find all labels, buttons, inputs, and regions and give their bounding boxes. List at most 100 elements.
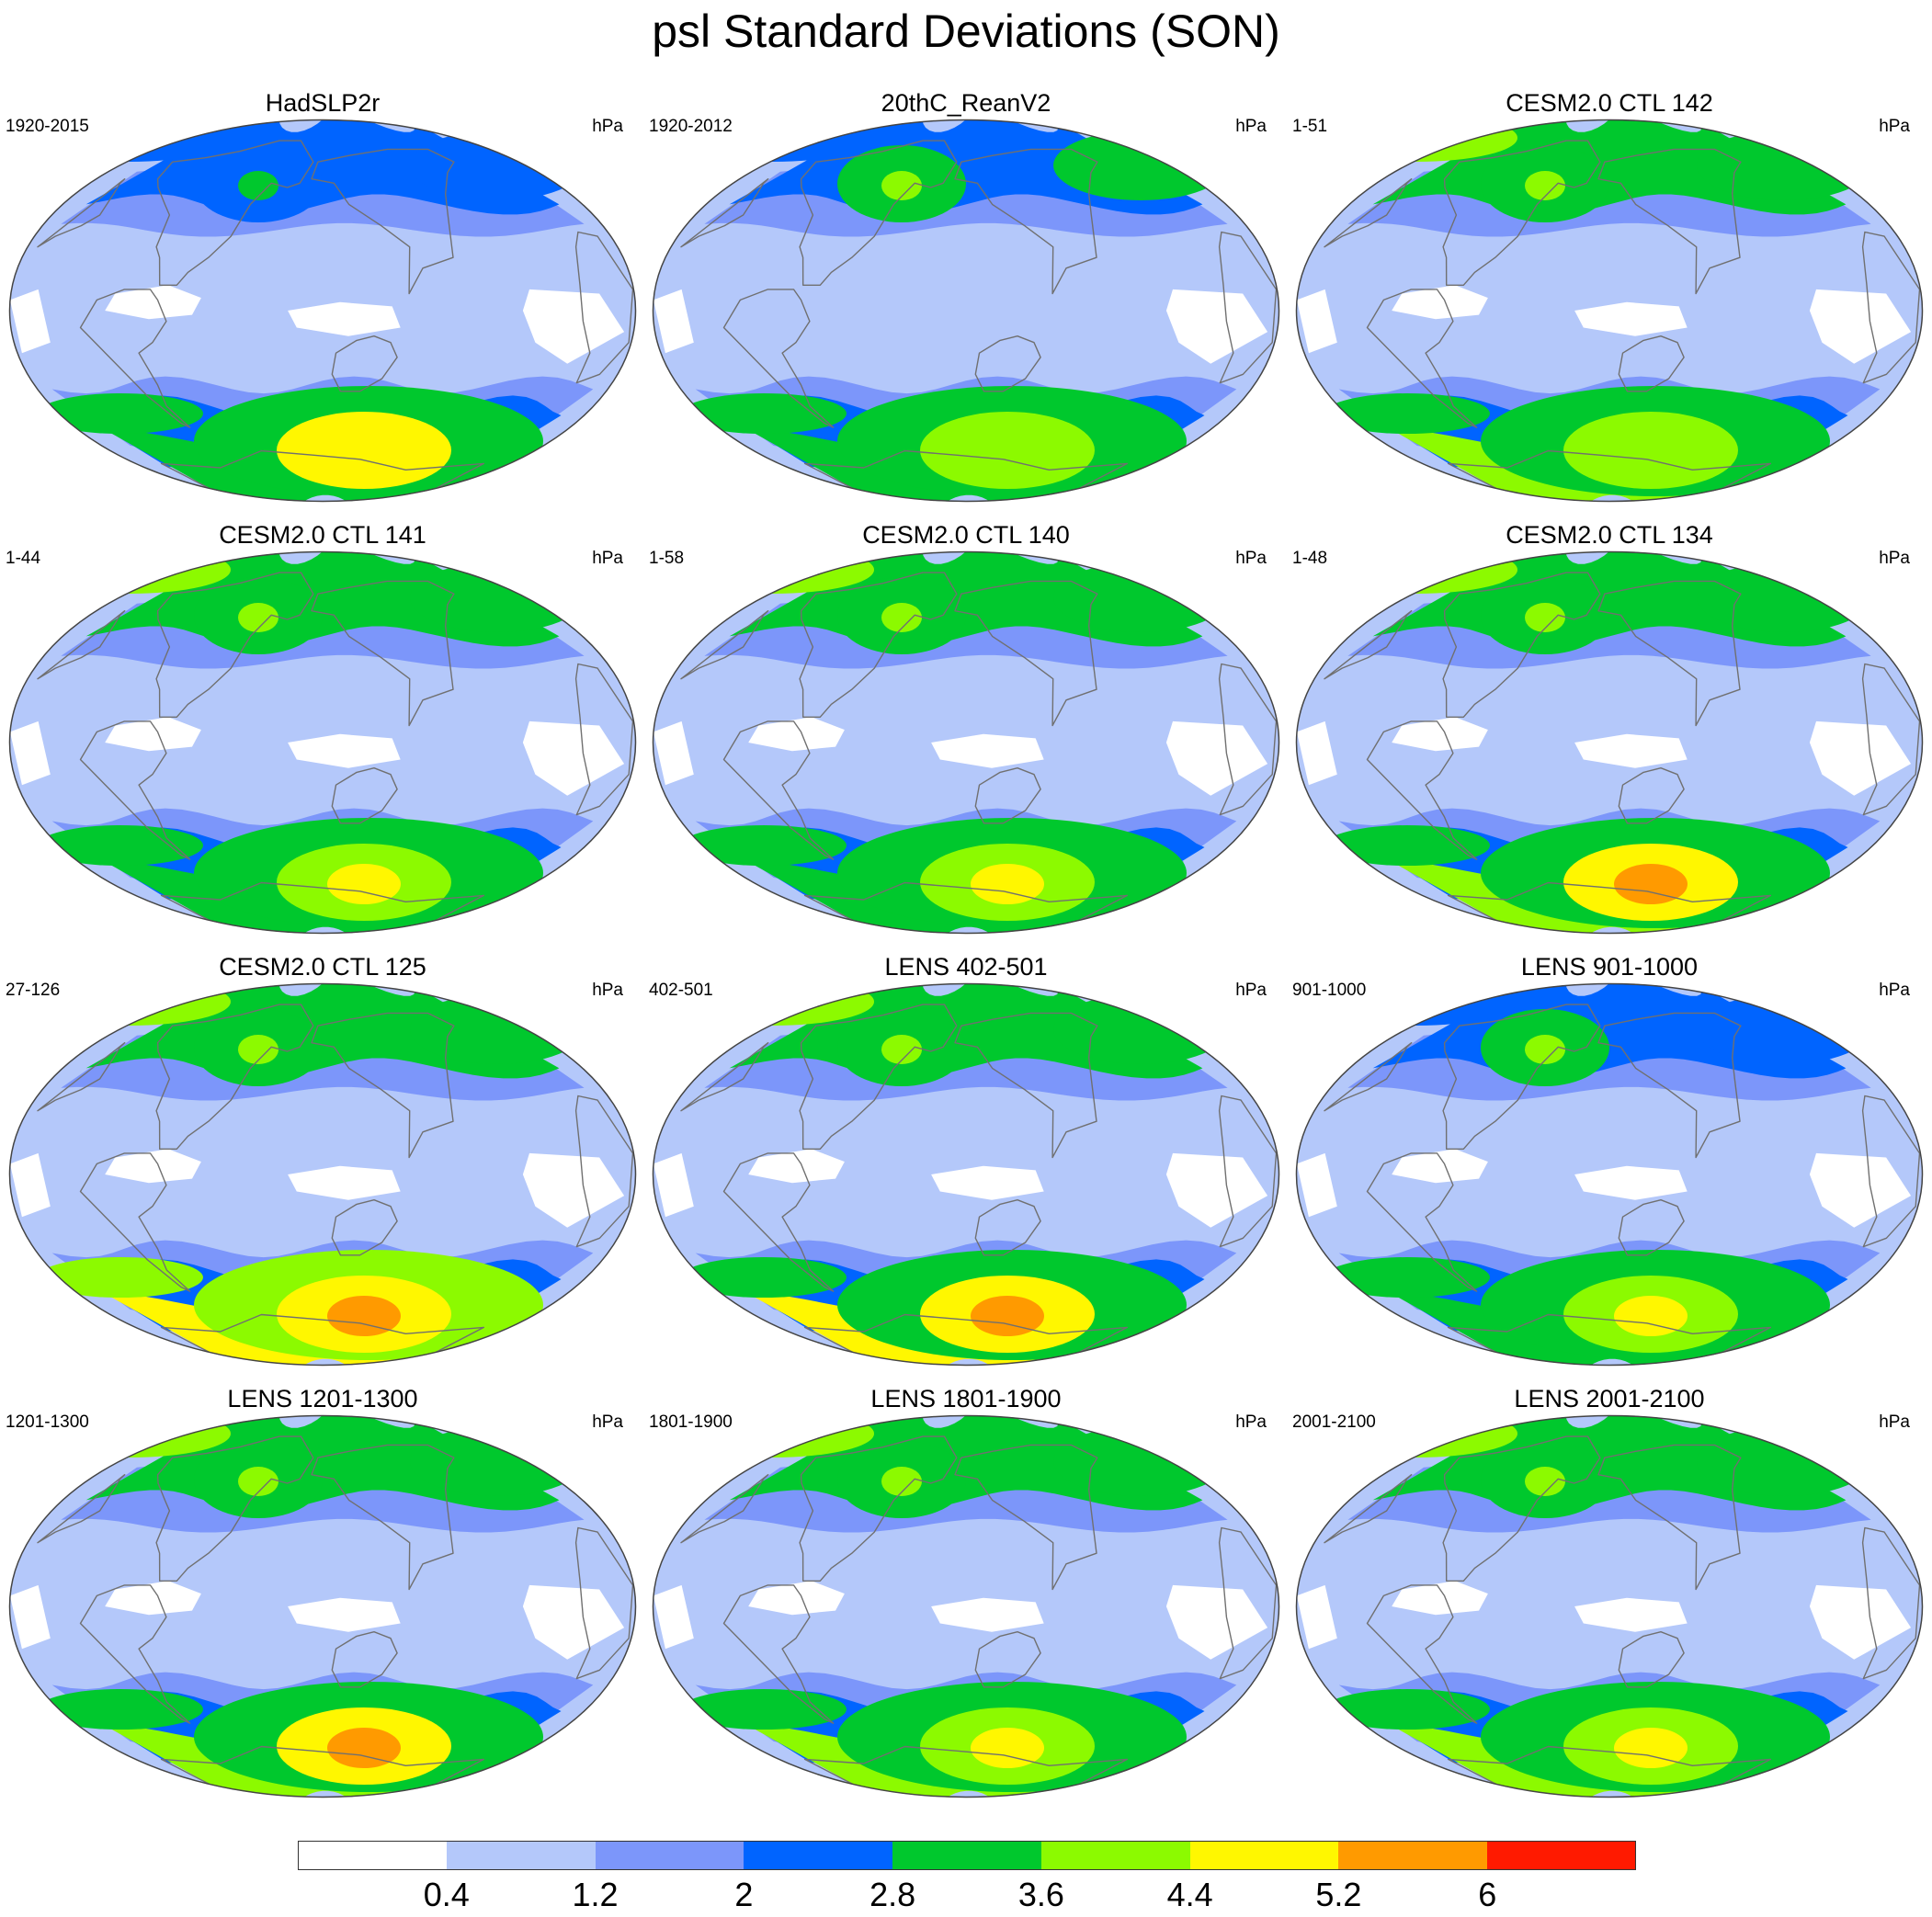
coastline [1218, 1526, 1278, 1680]
colorbar-swatch [892, 1841, 1041, 1870]
map-panel: CESM2.0 CTL 125 27-126 hPa [6, 952, 640, 1367]
field-south-max [971, 1296, 1044, 1336]
field-south-max [1614, 1296, 1688, 1336]
coastline [974, 767, 1041, 824]
field-tropic-min [1165, 289, 1268, 364]
map-outline [8, 550, 637, 935]
field-tropic-min [653, 289, 694, 354]
field-aleutian-core [1525, 1467, 1565, 1496]
field-tropic-min [1809, 1152, 1912, 1228]
field-tropic-min [105, 285, 201, 320]
field-south-secondary [1324, 1689, 1490, 1730]
coastline [1597, 580, 1742, 727]
panel-period-label: 27-126 [6, 981, 61, 1000]
coastline [1597, 1444, 1742, 1591]
coastline [803, 449, 1129, 502]
map-field [652, 550, 1280, 935]
coastline [680, 178, 769, 248]
field-aleutian-core [881, 1035, 922, 1064]
field-south-max [327, 1728, 401, 1768]
field-aleutian-core [1525, 1035, 1565, 1064]
map-panel: HadSLP2r 1920-2015 hPa [6, 88, 640, 503]
field-tropic-min [1809, 289, 1912, 364]
coastline [155, 1004, 314, 1150]
field-tropic-min [1574, 301, 1688, 336]
field-aleutian-core [881, 171, 922, 200]
map-panel: LENS 1801-1900 1801-1900 hPa [649, 1384, 1283, 1798]
panel-units-label: hPa [1879, 1412, 1910, 1432]
panel-units-label: hPa [1879, 117, 1910, 136]
coastline [1447, 1745, 1772, 1798]
field-icelandic-low [1697, 994, 1871, 1064]
field-tropic-min [1574, 1597, 1688, 1632]
coastline [160, 1745, 485, 1798]
coastline [1442, 140, 1601, 286]
figure-title: psl Standard Deviations (SON) [652, 6, 1280, 57]
coastline [799, 1004, 958, 1150]
field-tropic-min [9, 720, 51, 786]
map-field [1295, 1414, 1924, 1798]
field-tropic-min [1392, 1149, 1488, 1184]
field-siberian [672, 119, 874, 162]
coastline [574, 663, 634, 816]
panel-title: LENS 402-501 [884, 953, 1048, 981]
coastline [954, 1444, 1098, 1591]
field-south-max [327, 432, 401, 472]
field-south-secondary [681, 393, 847, 434]
field-tropic-min [288, 1165, 401, 1200]
field-tropic-min [522, 1152, 625, 1228]
field-tropic-min [1165, 720, 1268, 796]
panel-title: 20thC_ReanV2 [881, 89, 1051, 117]
field-tropic-min [288, 1597, 401, 1632]
map-panel: CESM2.0 CTL 140 1-58 hPa [649, 520, 1283, 935]
field-south-max [1614, 1728, 1688, 1768]
coastline [331, 335, 398, 392]
coastline [680, 1042, 769, 1112]
panel-title: CESM2.0 CTL 141 [219, 521, 426, 549]
field-siberian [1315, 983, 1517, 1026]
field-tropic-min [653, 1584, 694, 1650]
field-tropic-min [1165, 1584, 1268, 1660]
coastline [799, 1435, 958, 1582]
field-south-max [1614, 864, 1688, 904]
field-icelandic-low [410, 562, 585, 632]
panel-units-label: hPa [1235, 1412, 1267, 1432]
field-tropic-min [1809, 720, 1912, 796]
field-south-max [327, 864, 401, 904]
field-siberian [1315, 119, 1517, 162]
coastline [1618, 767, 1685, 824]
coastline [1324, 178, 1413, 248]
coastline [1442, 1004, 1601, 1150]
colorbar-tick-label: 2.8 [869, 1876, 916, 1913]
field-tropic-min [748, 1149, 845, 1184]
coastline [160, 449, 485, 502]
coastline [974, 1199, 1041, 1256]
field-tropic-min [1296, 1152, 1337, 1218]
map-outline [652, 119, 1280, 503]
panel-period-label: 1-44 [6, 549, 41, 568]
panel-units-label: hPa [592, 549, 623, 568]
field-icelandic-low [1697, 1426, 1871, 1496]
coastline [331, 1199, 398, 1256]
coastline [1861, 231, 1921, 384]
panel-title: CESM2.0 CTL 142 [1506, 89, 1713, 117]
coastline [574, 1095, 634, 1248]
panel-title: CESM2.0 CTL 125 [219, 953, 426, 981]
field-south-secondary [38, 1257, 203, 1298]
field-siberian [672, 551, 874, 594]
field-tropic-min [1392, 285, 1488, 320]
map-field [652, 982, 1280, 1367]
coastline [79, 720, 191, 860]
panel-units-label: hPa [1235, 981, 1267, 1000]
coastline [1618, 335, 1685, 392]
field-tropic-min [105, 717, 201, 752]
field-south-secondary [1324, 825, 1490, 866]
coastline [1861, 1526, 1921, 1680]
map-outline [8, 982, 637, 1367]
coastline [79, 289, 191, 428]
coastline [574, 231, 634, 384]
field-icelandic-low [1053, 994, 1228, 1064]
coastline [37, 610, 126, 680]
map-field [8, 119, 637, 503]
coastline [1324, 610, 1413, 680]
